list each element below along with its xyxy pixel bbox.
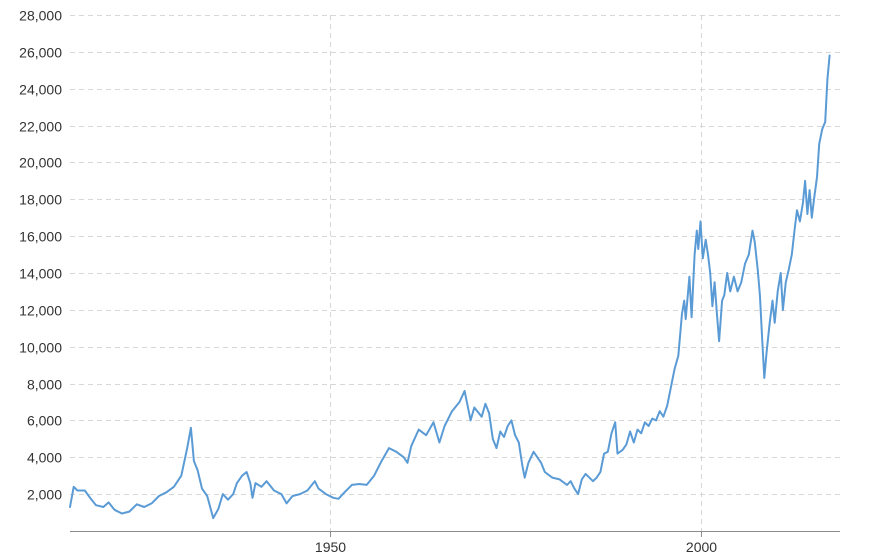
x-axis: 1950 2000 [70, 531, 840, 555]
y-tick-label: 4,000 [27, 450, 62, 466]
y-tick-label: 10,000 [19, 340, 62, 356]
y-tick-label: 16,000 [19, 229, 62, 245]
y-tick-label: 20,000 [19, 155, 62, 171]
y-tick-label: 22,000 [19, 119, 62, 135]
y-tick-label: 26,000 [19, 45, 62, 61]
y-tick-label: 8,000 [27, 377, 62, 393]
y-tick-label: 18,000 [19, 192, 62, 208]
y-tick-label: 14,000 [19, 266, 62, 282]
x-tick-label: 1950 [315, 539, 346, 555]
y-tick-label: 2,000 [27, 487, 62, 503]
y-tick-label: 6,000 [27, 413, 62, 429]
y-axis-labels: 2,000 4,000 6,000 8,000 10,000 12,000 14,000 16… [19, 8, 62, 503]
chart-grid [70, 15, 840, 531]
series-line [69, 54, 831, 520]
x-tick-label: 2000 [686, 539, 717, 555]
y-tick-label: 28,000 [19, 8, 62, 24]
y-tick-label: 12,000 [19, 303, 62, 319]
y-tick-label: 24,000 [19, 82, 62, 98]
